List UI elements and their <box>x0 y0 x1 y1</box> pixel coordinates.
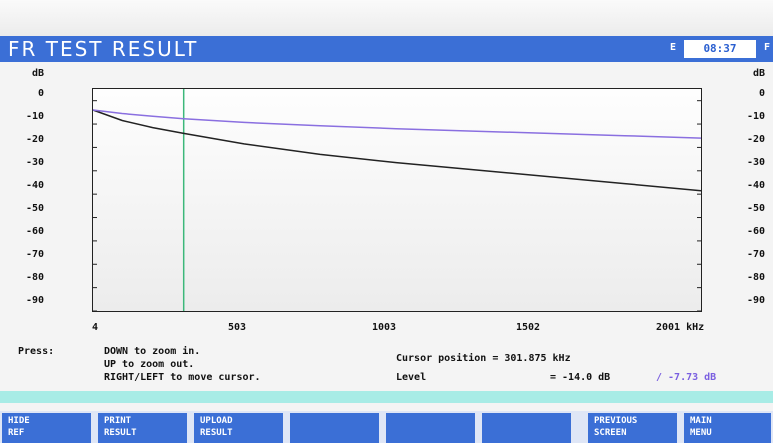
y-tick-right: -60 <box>746 226 765 237</box>
softkey-label-2: REF <box>8 428 25 438</box>
y-tick-left: -50 <box>25 203 44 214</box>
screen-title: FR TEST RESULT <box>8 37 199 61</box>
main-menu-softkey[interactable]: MAIN MENU <box>684 413 771 443</box>
empty-softkey-5[interactable] <box>386 413 475 443</box>
y-tick-right: -50 <box>746 203 765 214</box>
level-reference-value: / -7.73 dB <box>656 372 717 383</box>
softkey-label-1: PREVIOUS <box>594 416 638 426</box>
y-unit-right: dB <box>752 68 765 79</box>
softkey-label-2: SCREEN <box>594 428 627 438</box>
status-bar <box>0 391 773 403</box>
print-result-softkey[interactable]: PRINT RESULT <box>98 413 187 443</box>
softkey-label-2: MENU <box>690 428 712 438</box>
empty-softkey-4[interactable] <box>290 413 379 443</box>
y-tick-left: -10 <box>25 111 44 122</box>
instruction-zoom-in: DOWN to zoom in. <box>104 346 201 357</box>
status-indicator-e: E <box>670 42 677 53</box>
softkey-label-1: UPLOAD <box>200 416 233 426</box>
softkey-label-1: PRINT <box>104 416 132 426</box>
empty-softkey-6[interactable] <box>482 413 571 443</box>
y-tick-right: 0 <box>758 88 765 99</box>
softkey-label-1: MAIN <box>690 416 712 426</box>
softkey-label-2: RESULT <box>104 428 137 438</box>
upload-result-softkey[interactable]: UPLOAD RESULT <box>194 413 283 443</box>
title-bar: FR TEST RESULT E 08:37 F <box>0 36 773 62</box>
y-tick-left: -90 <box>25 295 44 306</box>
y-tick-left: -60 <box>25 226 44 237</box>
y-tick-right: -40 <box>746 180 765 191</box>
reference-response-line <box>92 109 702 139</box>
y-tick-left: -30 <box>25 157 44 168</box>
y-tick-left: -80 <box>25 272 44 283</box>
frequency-response-plot <box>92 89 702 312</box>
y-tick-right: -90 <box>746 295 765 306</box>
cursor-position-readout: Cursor position = 301.875 kHz <box>396 353 571 364</box>
x-tick: 1003 <box>372 322 397 333</box>
level-value: = -14.0 dB <box>550 372 611 383</box>
measured-response-line <box>92 109 702 192</box>
level-label: Level <box>396 372 427 383</box>
y-tick-left: -20 <box>25 134 44 145</box>
previous-screen-softkey[interactable]: PREVIOUS SCREEN <box>588 413 677 443</box>
y-tick-left: -70 <box>25 249 44 260</box>
instruction-zoom-out: UP to zoom out. <box>104 359 195 370</box>
y-tick-right: -20 <box>746 134 765 145</box>
hide-ref-softkey[interactable]: HIDE REF <box>2 413 91 443</box>
y-tick-left: 0 <box>37 88 44 99</box>
softkey-label-2: RESULT <box>200 428 233 438</box>
x-tick: 503 <box>228 322 247 333</box>
y-tick-right: -30 <box>746 157 765 168</box>
press-label: Press: <box>18 346 55 357</box>
y-tick-right: -80 <box>746 272 765 283</box>
x-tick: 1502 <box>516 322 541 333</box>
instruction-move-cursor: RIGHT/LEFT to move cursor. <box>104 372 261 383</box>
status-indicator-f: F <box>764 42 771 53</box>
softkey-label-1: HIDE <box>8 416 30 426</box>
y-tick-right: -70 <box>746 249 765 260</box>
top-strip <box>0 0 773 36</box>
x-tick: 2001 kHz <box>656 322 705 333</box>
x-tick: 4 <box>92 322 99 333</box>
plot-area <box>92 88 702 312</box>
y-unit-left: dB <box>31 68 44 79</box>
clock-display: 08:37 <box>684 40 756 58</box>
y-tick-right: -10 <box>746 111 765 122</box>
y-tick-left: -40 <box>25 180 44 191</box>
